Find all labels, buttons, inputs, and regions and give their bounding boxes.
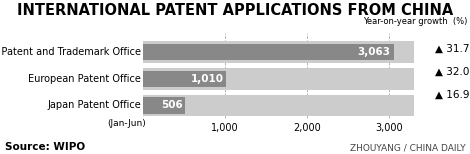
Text: Year-on-year growth  (%): Year-on-year growth (%) bbox=[363, 17, 468, 26]
Text: 506: 506 bbox=[161, 100, 183, 110]
Bar bbox=[143, 95, 414, 116]
Text: INTERNATIONAL PATENT APPLICATIONS FROM CHINA: INTERNATIONAL PATENT APPLICATIONS FROM C… bbox=[17, 3, 453, 18]
Text: ZHOUYANG / CHINA DAILY: ZHOUYANG / CHINA DAILY bbox=[350, 144, 465, 152]
Text: ▲ 31.7: ▲ 31.7 bbox=[435, 44, 469, 53]
Bar bbox=[143, 68, 414, 90]
Text: 1,010: 1,010 bbox=[191, 74, 224, 84]
Text: 3,063: 3,063 bbox=[357, 47, 390, 57]
Bar bbox=[143, 44, 394, 60]
Text: US Patent and Trademark Office: US Patent and Trademark Office bbox=[0, 47, 141, 57]
Text: ▲ 32.0: ▲ 32.0 bbox=[435, 67, 469, 77]
Bar bbox=[143, 41, 414, 63]
Text: European Patent Office: European Patent Office bbox=[28, 74, 141, 84]
Text: (Jan-Jun): (Jan-Jun) bbox=[108, 119, 146, 128]
Text: Source: WIPO: Source: WIPO bbox=[5, 142, 85, 152]
Bar bbox=[143, 97, 185, 114]
Bar bbox=[143, 71, 226, 87]
Text: ▲ 16.9: ▲ 16.9 bbox=[435, 90, 469, 100]
Text: Japan Patent Office: Japan Patent Office bbox=[47, 100, 141, 110]
